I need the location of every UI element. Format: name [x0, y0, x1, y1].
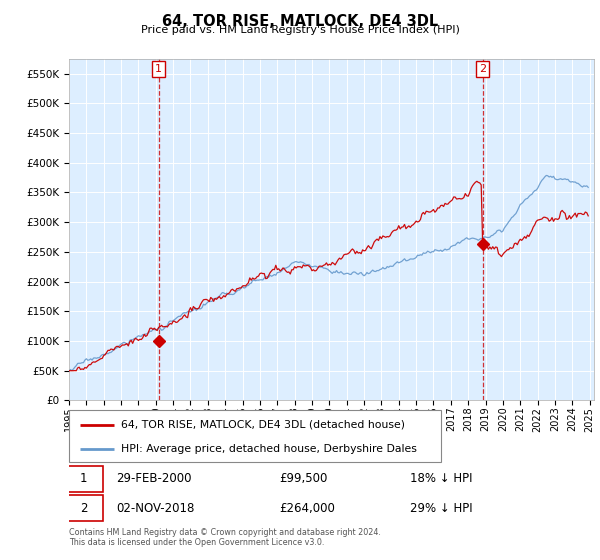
- Text: 64, TOR RISE, MATLOCK, DE4 3DL: 64, TOR RISE, MATLOCK, DE4 3DL: [162, 14, 438, 29]
- Text: 29% ↓ HPI: 29% ↓ HPI: [410, 502, 473, 515]
- Text: 02-NOV-2018: 02-NOV-2018: [116, 502, 194, 515]
- Text: HPI: Average price, detached house, Derbyshire Dales: HPI: Average price, detached house, Derb…: [121, 444, 417, 454]
- Text: £99,500: £99,500: [279, 473, 328, 486]
- Text: £264,000: £264,000: [279, 502, 335, 515]
- FancyBboxPatch shape: [64, 466, 103, 492]
- Text: 1: 1: [80, 473, 87, 486]
- Text: Price paid vs. HM Land Registry's House Price Index (HPI): Price paid vs. HM Land Registry's House …: [140, 25, 460, 35]
- Text: 18% ↓ HPI: 18% ↓ HPI: [410, 473, 473, 486]
- Text: 2: 2: [80, 502, 87, 515]
- FancyBboxPatch shape: [64, 496, 103, 521]
- Text: 2: 2: [479, 64, 486, 74]
- Text: Contains HM Land Registry data © Crown copyright and database right 2024.
This d: Contains HM Land Registry data © Crown c…: [69, 528, 381, 547]
- Text: 29-FEB-2000: 29-FEB-2000: [116, 473, 192, 486]
- Text: 64, TOR RISE, MATLOCK, DE4 3DL (detached house): 64, TOR RISE, MATLOCK, DE4 3DL (detached…: [121, 420, 405, 430]
- Text: 1: 1: [155, 64, 162, 74]
